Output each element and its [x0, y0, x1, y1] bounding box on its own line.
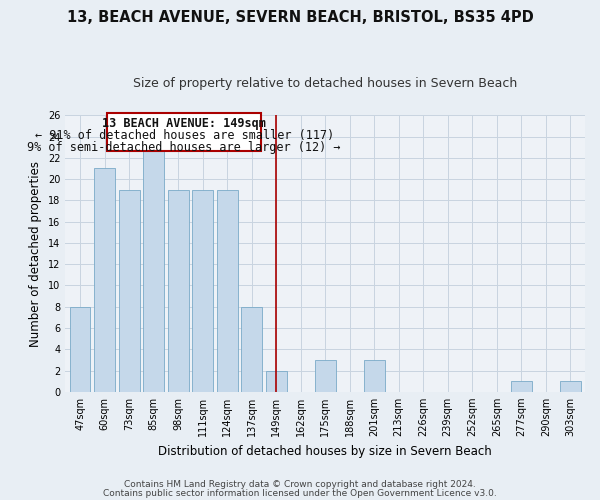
Text: 13, BEACH AVENUE, SEVERN BEACH, BRISTOL, BS35 4PD: 13, BEACH AVENUE, SEVERN BEACH, BRISTOL,… [67, 10, 533, 25]
Bar [315, 360, 335, 392]
Bar [266, 370, 287, 392]
Bar [217, 190, 238, 392]
Bar [94, 168, 115, 392]
Bar [511, 381, 532, 392]
Title: Size of property relative to detached houses in Severn Beach: Size of property relative to detached ho… [133, 78, 517, 90]
Bar [241, 306, 262, 392]
Bar [70, 306, 91, 392]
Bar [143, 147, 164, 392]
FancyBboxPatch shape [107, 113, 262, 152]
Text: 13 BEACH AVENUE: 149sqm: 13 BEACH AVENUE: 149sqm [103, 118, 266, 130]
Bar [560, 381, 581, 392]
Bar [168, 190, 188, 392]
Text: Contains public sector information licensed under the Open Government Licence v3: Contains public sector information licen… [103, 489, 497, 498]
Text: ← 91% of detached houses are smaller (117): ← 91% of detached houses are smaller (11… [35, 129, 334, 142]
Text: 9% of semi-detached houses are larger (12) →: 9% of semi-detached houses are larger (1… [28, 141, 341, 154]
Y-axis label: Number of detached properties: Number of detached properties [29, 160, 43, 346]
X-axis label: Distribution of detached houses by size in Severn Beach: Distribution of detached houses by size … [158, 444, 492, 458]
Bar [364, 360, 385, 392]
Text: Contains HM Land Registry data © Crown copyright and database right 2024.: Contains HM Land Registry data © Crown c… [124, 480, 476, 489]
Bar [192, 190, 213, 392]
Bar [119, 190, 140, 392]
